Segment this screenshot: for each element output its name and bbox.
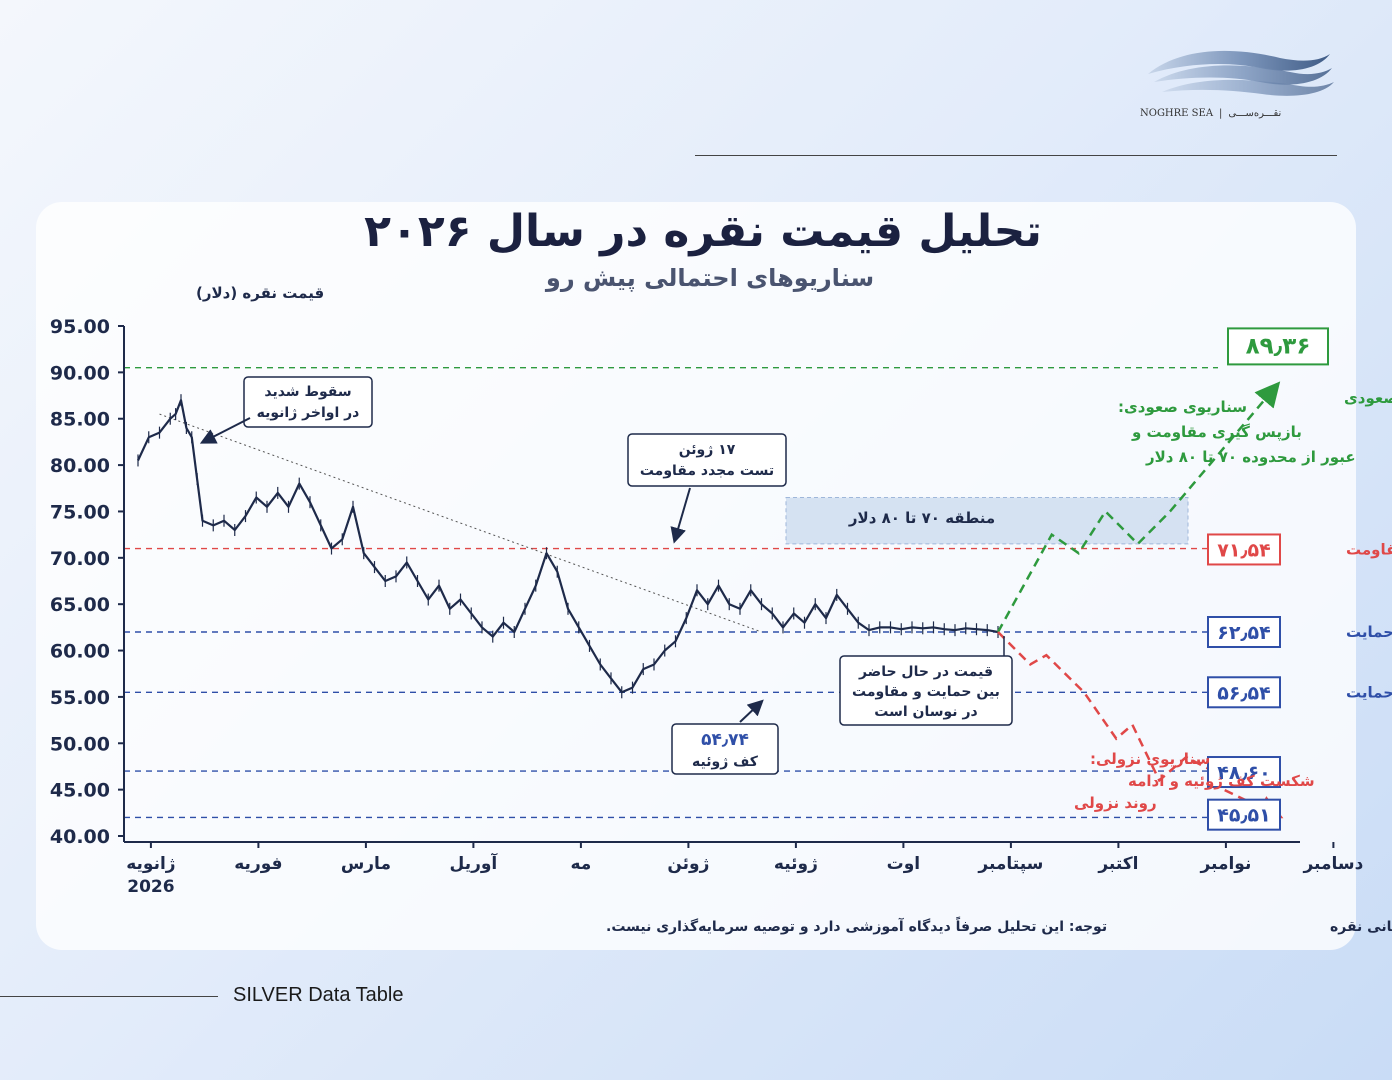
- callout-current-price: قیمت در حال حاضر بین حمایت و مقاومت در ن…: [839, 636, 1013, 726]
- level-box-5: [1207, 798, 1281, 831]
- callout-july-floor: ۵۴٫۷۴ کف ژوئیه: [671, 699, 779, 775]
- bearish-scenario-text: سناریوی نزولی: شکست کف ژوئیه و ادامه رون…: [1074, 750, 1315, 812]
- level-box-2: [1207, 616, 1281, 648]
- callout-current-line3: در نوسان است: [874, 704, 977, 720]
- level-value-0: ۸۹٫۳۶: [1246, 333, 1311, 359]
- range-zone-70-80: [785, 497, 1189, 545]
- level-label-2: حمایت: [1346, 623, 1392, 641]
- disclaimer: توجه: این تحلیل صرفاً دیدگاه آموزشی دارد…: [606, 916, 1107, 935]
- callout-june-retest: ۱۷ ژوئن تست مجدد مقاومت: [627, 433, 787, 544]
- y-tick-label-3: 80.00: [50, 455, 110, 477]
- bearish-text-line3: روند نزولی: [1074, 794, 1157, 812]
- level-value-3: ۵۶٫۵۴: [1217, 682, 1270, 704]
- y-tick-label-5: 70.00: [50, 548, 110, 570]
- x-tick-label-3: آوریل: [450, 852, 499, 874]
- callout-june-arrow: [670, 487, 691, 544]
- brand-separator: |: [1219, 108, 1223, 119]
- y-tick-label-6: 65.00: [50, 594, 110, 616]
- callout-june-line2: تست مجدد مقاومت: [640, 463, 774, 479]
- footer-divider: [0, 996, 218, 997]
- brand-persian: نقـــره‌ســـی: [1228, 108, 1282, 119]
- x-tick-label-11: دسامبر: [1302, 854, 1363, 874]
- bullish-text-line3: عبور از محدوده ۷۰ تا ۸۰ دلار: [1145, 448, 1356, 466]
- x-tick-year-label: 2026: [127, 877, 174, 897]
- callout-july-line1: ۵۴٫۷۴: [701, 730, 749, 750]
- callout-current-line1: قیمت در حال حاضر: [858, 664, 993, 680]
- price-series-line: [137, 399, 999, 694]
- level-value-1: ۷۱٫۵۴: [1217, 539, 1270, 561]
- level-label-1: مقاومت: [1346, 540, 1392, 558]
- y-tick-label-11: 40.00: [50, 826, 110, 848]
- x-tick-label-1: فوریه: [234, 854, 282, 874]
- callout-jan-drop-arrow: [199, 417, 251, 444]
- y-tick-label-7: 60.00: [50, 641, 110, 663]
- level-box-0: [1227, 327, 1329, 366]
- header-divider: [695, 155, 1337, 156]
- y-tick-label-8: 55.00: [50, 687, 110, 709]
- wave-logo-icon: [1148, 50, 1334, 96]
- y-tick-label-1: 90.00: [50, 362, 110, 384]
- brand-logo: NOGHRE SEA | نقـــره‌ســـی: [1140, 40, 1340, 130]
- callout-july-arrow: [739, 699, 764, 723]
- level-label-0: هدف صعودی: [1344, 389, 1392, 407]
- x-tick-label-0: ژانویه: [126, 854, 175, 874]
- y-tick-label-10: 45.00: [50, 780, 110, 802]
- callout-jan-drop-line2: در اواخر ژانویه: [257, 405, 360, 421]
- trendline: [159, 413, 762, 633]
- level-box-1: [1207, 533, 1281, 566]
- x-tick-label-7: اوت: [887, 854, 920, 874]
- level-label-3: حمایت: [1346, 683, 1392, 701]
- level-value-4: ۴۸٫۶۰: [1217, 762, 1270, 784]
- callout-july-line2: کف ژوئیه: [692, 754, 759, 770]
- level-box-4: [1207, 756, 1281, 789]
- bearish-text-line1: سناریوی نزولی:: [1090, 750, 1210, 768]
- chart-card: [36, 202, 1356, 950]
- x-tick-label-2: مارس: [341, 854, 391, 874]
- level-value-5: ۴۵٫۵۱: [1217, 805, 1270, 827]
- brand-latin: NOGHRE SEA: [1140, 108, 1214, 119]
- callout-current-line2: بین حمایت و مقاومت: [852, 684, 1000, 700]
- y-tick-label-4: 75.00: [50, 501, 110, 523]
- chart-title: تحلیل قیمت نقره در سال ۲۰۲۶: [364, 206, 1042, 257]
- x-tick-label-10: نوامبر: [1199, 854, 1251, 874]
- y-tick-label-2: 85.00: [50, 409, 110, 431]
- bullish-scenario-text: سناریوی صعودی: بازپس گیری مقاومت و عبور …: [1118, 398, 1356, 466]
- y-tick-label-9: 50.00: [50, 733, 110, 755]
- x-tick-label-4: مه: [570, 854, 591, 874]
- bullish-text-line2: بازپس گیری مقاومت و: [1131, 423, 1302, 442]
- chart-subtitle: سناریوهای احتمالی پیش رو: [545, 264, 874, 292]
- x-tick-label-9: اکتبر: [1097, 854, 1138, 874]
- bullish-text-line1: سناریوی صعودی:: [1118, 398, 1247, 416]
- x-tick-label-8: سپتامبر: [977, 854, 1043, 874]
- x-tick-label-5: ژوئن: [667, 854, 709, 874]
- y-tick-label-0: 95.00: [50, 316, 110, 338]
- callout-jan-drop-line1: سقوط شدید: [264, 384, 351, 400]
- footer-caption: SILVER Data Table: [233, 984, 404, 1006]
- bearish-text-line2: شکست کف ژوئیه و ادامه: [1128, 772, 1315, 790]
- zone-label: منطقه ۷۰ تا ۸۰ دلار: [848, 509, 995, 527]
- level-box-3: [1207, 676, 1281, 709]
- callout-jan-drop: سقوط شدید در اواخر ژانویه: [199, 376, 373, 444]
- level-value-2: ۶۲٫۵۴: [1217, 622, 1270, 644]
- source-note: منبع داده‌ها: قیمت لحظه‌ای بازار جهانی ن…: [1330, 919, 1392, 935]
- callout-june-line1: ۱۷ ژوئن: [679, 442, 736, 458]
- bullish-scenario-line: [996, 381, 1281, 633]
- x-tick-label-6: ژوئیه: [774, 854, 818, 874]
- y-axis-label: قیمت نقره (دلار): [196, 284, 324, 302]
